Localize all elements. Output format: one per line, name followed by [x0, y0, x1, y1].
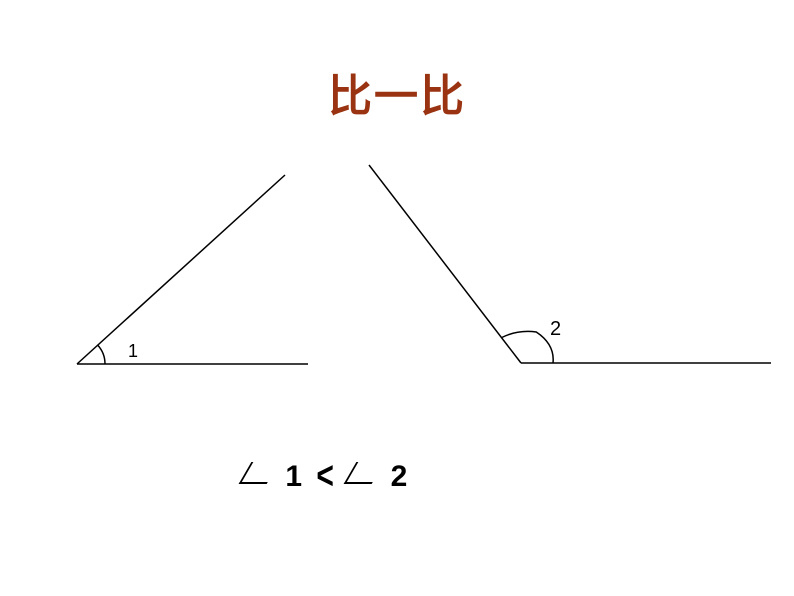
- angles-diagram: [0, 0, 794, 596]
- angle1-label-text: 1: [128, 341, 138, 361]
- angle2-label-text: 2: [550, 318, 561, 340]
- angle-2: [369, 165, 771, 363]
- angle-symbol-icon: [239, 462, 280, 484]
- angle-1: [77, 175, 308, 364]
- comparison-expression: 1 < 2: [245, 460, 407, 494]
- comparison-num1: 1: [285, 460, 302, 493]
- comparison-num2: 2: [391, 460, 408, 493]
- angle1-arc: [98, 345, 105, 364]
- less-than-symbol: <: [316, 455, 334, 499]
- angle-symbol-icon: [344, 462, 385, 484]
- angle1-upper-ray: [77, 175, 285, 364]
- angle2-upper-ray: [369, 165, 521, 363]
- angle1-label: 1: [128, 341, 138, 362]
- angle2-label: 2: [550, 318, 561, 341]
